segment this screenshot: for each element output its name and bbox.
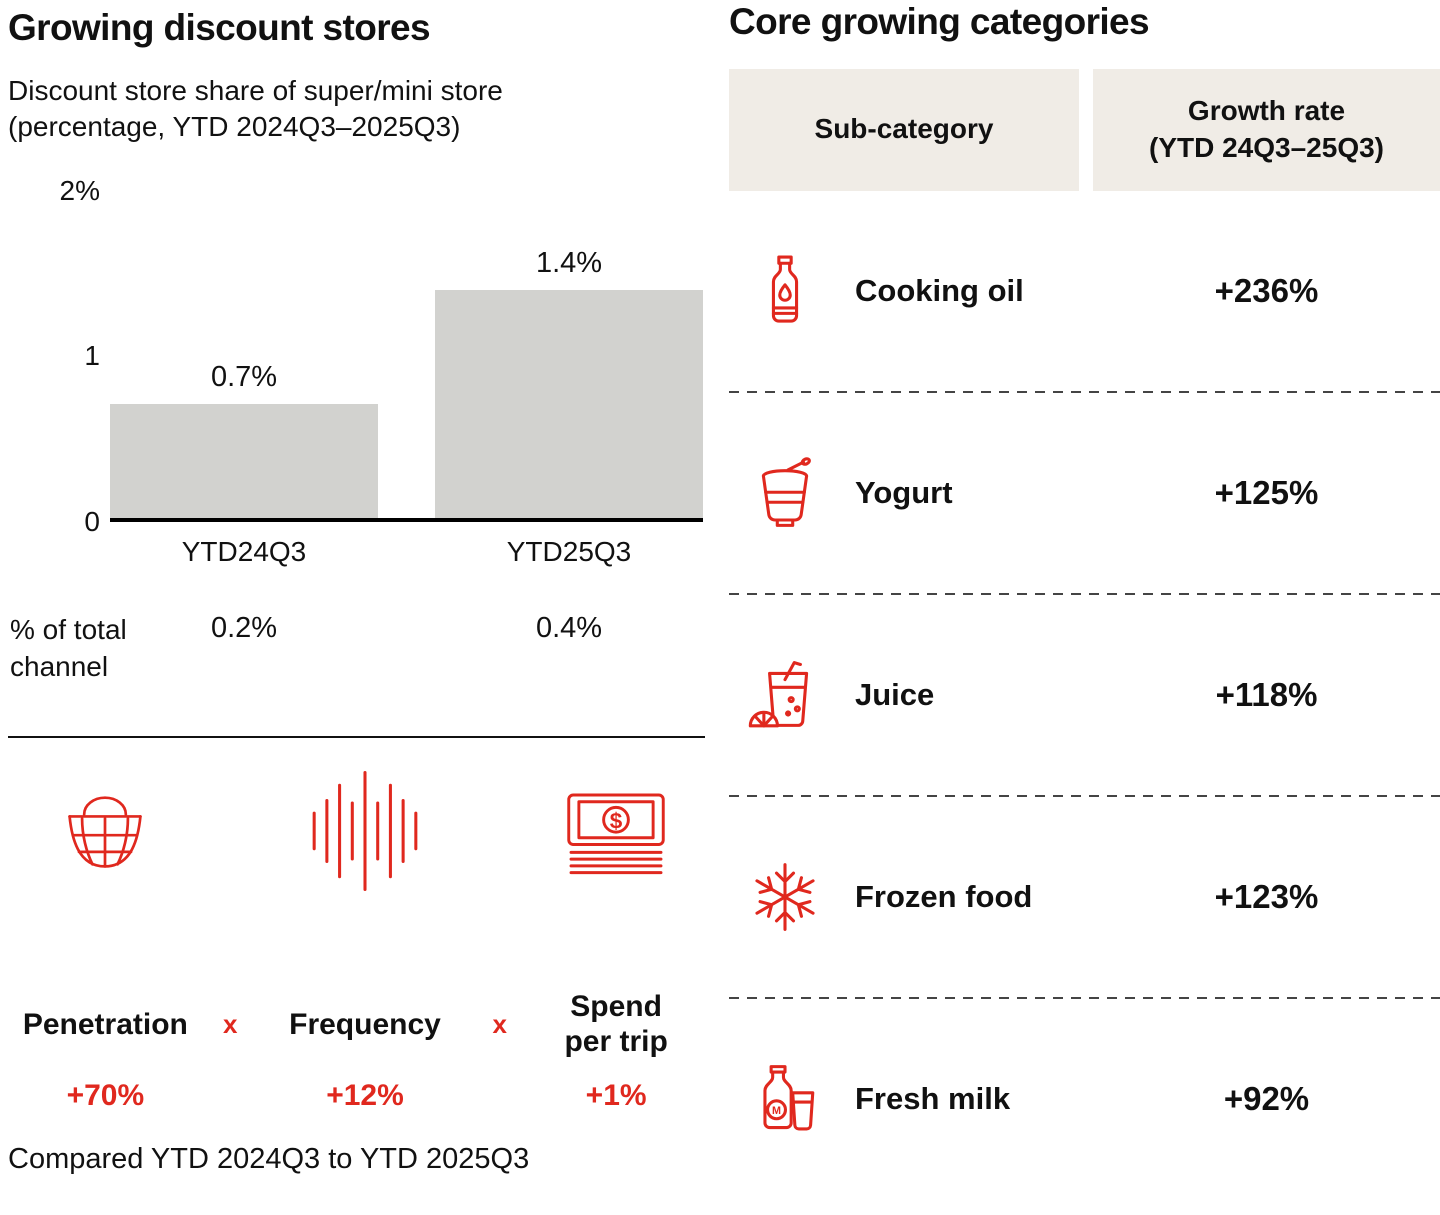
table-row-juice: Juice +118%: [729, 595, 1440, 795]
category-label: Juice: [855, 676, 935, 712]
driver-labels-row: Penetration x Frequency x Spend per trip: [8, 990, 705, 1059]
x-axis-label-ytd25q3: YTD25Q3: [506, 536, 632, 568]
left-panel-title: Growing discount stores: [8, 7, 431, 48]
table-row-yogurt: Yogurt +125%: [729, 393, 1440, 593]
y-axis-tick-mid: 1: [84, 340, 100, 372]
header-sub-category-label: Sub-category: [814, 113, 994, 145]
category-label: Cooking oil: [855, 272, 1024, 308]
bar-value-label: 0.7%: [210, 361, 278, 394]
bar-ytd25q3: [435, 290, 703, 519]
chart-subtitle: Discount store share of super/mini store…: [8, 73, 705, 145]
category-label: Yogurt: [855, 474, 953, 510]
multiply-sign: x: [492, 1009, 508, 1040]
category-label: Fresh milk: [855, 1080, 1011, 1116]
dashed-divider: [729, 592, 1440, 595]
header-growth-rate-line2: (YTD 24Q3–25Q3): [1149, 131, 1384, 163]
driver-gap: [472, 768, 527, 894]
growth-rate-value: +123%: [1214, 877, 1319, 915]
right-panel: Core growing categories Sub-category Gro…: [729, 0, 1440, 1215]
x-axis-labels: YTD24Q3 YTD25Q3: [110, 536, 703, 568]
cooking-oil-icon: [743, 254, 827, 328]
dashed-divider: [729, 996, 1440, 999]
total-channel-values: 0.2% 0.4%: [8, 612, 705, 645]
left-panel: Growing discount stores Discount store s…: [0, 0, 705, 1215]
dashed-divider: [729, 794, 1440, 797]
category-table-header: Sub-category Growth rate (YTD 24Q3–25Q3): [729, 68, 1440, 191]
header-sub-category: Sub-category: [729, 68, 1079, 191]
driver-icons-row: $: [8, 768, 705, 894]
total-channel-value-ytd25q3: 0.4%: [535, 612, 603, 645]
driver-label-spend-per-trip-text: Spend per trip: [564, 990, 668, 1058]
right-panel-title: Core growing categories: [729, 1, 1150, 42]
growth-rate-value: +236%: [1214, 271, 1319, 309]
juice-icon: [743, 658, 827, 732]
chart-subtitle-line2: (percentage, YTD 2024Q3–2025Q3): [8, 110, 461, 142]
total-channel-row: % of total channel 0.2% 0.4%: [8, 612, 705, 716]
driver-label-penetration: Penetration: [22, 1007, 188, 1041]
table-row-cooking-oil: Cooking oil +236%: [729, 191, 1440, 391]
driver-gap: [203, 768, 258, 894]
header-growth-rate: Growth rate (YTD 24Q3–25Q3): [1093, 68, 1440, 191]
driver-value-spend-per-trip: +1%: [585, 1079, 647, 1113]
driver-value-frequency: +12%: [326, 1079, 404, 1113]
money-icon: $: [527, 768, 705, 894]
section-divider: [8, 736, 705, 739]
driver-values-row: +70% +12% +1%: [8, 1079, 705, 1113]
basket-icon: [8, 768, 203, 894]
bar-group-ytd25q3: 1.4%: [435, 192, 703, 519]
y-axis-tick-zero: 0: [84, 506, 100, 538]
driver-value-penetration: +70%: [66, 1079, 145, 1113]
total-channel-label: % of total channel: [10, 614, 127, 682]
comparison-footnote: Compared YTD 2024Q3 to YTD 2025Q3: [8, 1143, 530, 1176]
bar-chart: 2% 1 0 0.7% 1.4% YTD24Q3 YTD25Q3: [8, 162, 705, 582]
y-axis-tick-top: 2%: [59, 175, 100, 207]
growth-rate-value: +125%: [1214, 473, 1319, 511]
chart-subtitle-line1: Discount store share of super/mini store: [8, 74, 503, 106]
frozen-food-icon: [743, 860, 827, 934]
dollar-glyph: $: [610, 809, 623, 834]
driver-label-spend-per-trip: Spend per trip: [527, 990, 705, 1059]
frequency-icon: [258, 768, 473, 894]
x-axis-label-ytd24q3: YTD24Q3: [181, 536, 307, 568]
bar-ytd24q3: [110, 404, 378, 519]
growth-rate-value: +92%: [1223, 1079, 1310, 1117]
dashed-divider: [729, 390, 1440, 393]
driver-label-frequency: Frequency: [289, 1007, 441, 1041]
multiply-sign: x: [222, 1009, 238, 1040]
bar-value-label: 1.4%: [535, 247, 603, 280]
yogurt-icon: [743, 456, 827, 530]
total-channel-value-ytd24q3: 0.2%: [210, 612, 278, 645]
header-growth-rate-line1: Growth rate: [1187, 95, 1346, 127]
growth-rate-value: +118%: [1215, 675, 1318, 713]
table-row-fresh-milk: M Fresh milk +92%: [729, 999, 1440, 1199]
category-label: Frozen food: [855, 878, 1033, 914]
plot-area: 0.7% 1.4%: [110, 192, 703, 523]
bar-group-ytd24q3: 0.7%: [110, 192, 378, 519]
table-row-frozen-food: Frozen food +123%: [729, 797, 1440, 997]
fresh-milk-icon: M: [743, 1062, 827, 1136]
milk-label-glyph: M: [772, 1104, 781, 1116]
